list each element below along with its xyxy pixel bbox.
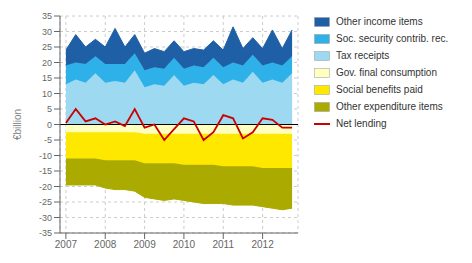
html-text:Other expenditure items: Other expenditure items xyxy=(336,101,443,112)
svg-text:-35: -35 xyxy=(39,228,52,238)
html-text:Net lending: Net lending xyxy=(336,118,387,129)
svg-text:-25: -25 xyxy=(39,197,52,207)
svg-text:-30: -30 xyxy=(39,213,52,223)
svg-text:5: 5 xyxy=(47,104,52,114)
svg-text:10: 10 xyxy=(42,89,52,99)
svg-text:-15: -15 xyxy=(39,166,52,176)
svg-text:2011: 2011 xyxy=(212,239,234,250)
svg-text:30: 30 xyxy=(42,27,52,37)
svg-text:2007: 2007 xyxy=(55,239,78,250)
svg-text:2008: 2008 xyxy=(94,239,117,250)
svg-text:0: 0 xyxy=(47,120,52,130)
html-text:Tax receipts: Tax receipts xyxy=(336,50,390,61)
svg-text:-20: -20 xyxy=(39,182,52,192)
svg-text:35: 35 xyxy=(42,11,52,21)
svg-text:15: 15 xyxy=(42,73,52,83)
html-text:Gov. final consumption: Gov. final consumption xyxy=(336,67,437,78)
svg-text:-10: -10 xyxy=(39,151,52,161)
svg-text:20: 20 xyxy=(42,58,52,68)
html-text:Social benefits paid: Social benefits paid xyxy=(336,84,423,95)
html-text:Soc. security contrib. rec.: Soc. security contrib. rec. xyxy=(336,33,449,44)
html-text:Other income items: Other income items xyxy=(336,16,423,27)
svg-text:25: 25 xyxy=(42,42,52,52)
svg-text:2010: 2010 xyxy=(173,239,196,250)
svg-text:2012: 2012 xyxy=(251,239,274,250)
svg-text:-5: -5 xyxy=(44,135,52,145)
svg-text:€billion: €billion xyxy=(12,109,23,140)
svg-text:2009: 2009 xyxy=(133,239,156,250)
